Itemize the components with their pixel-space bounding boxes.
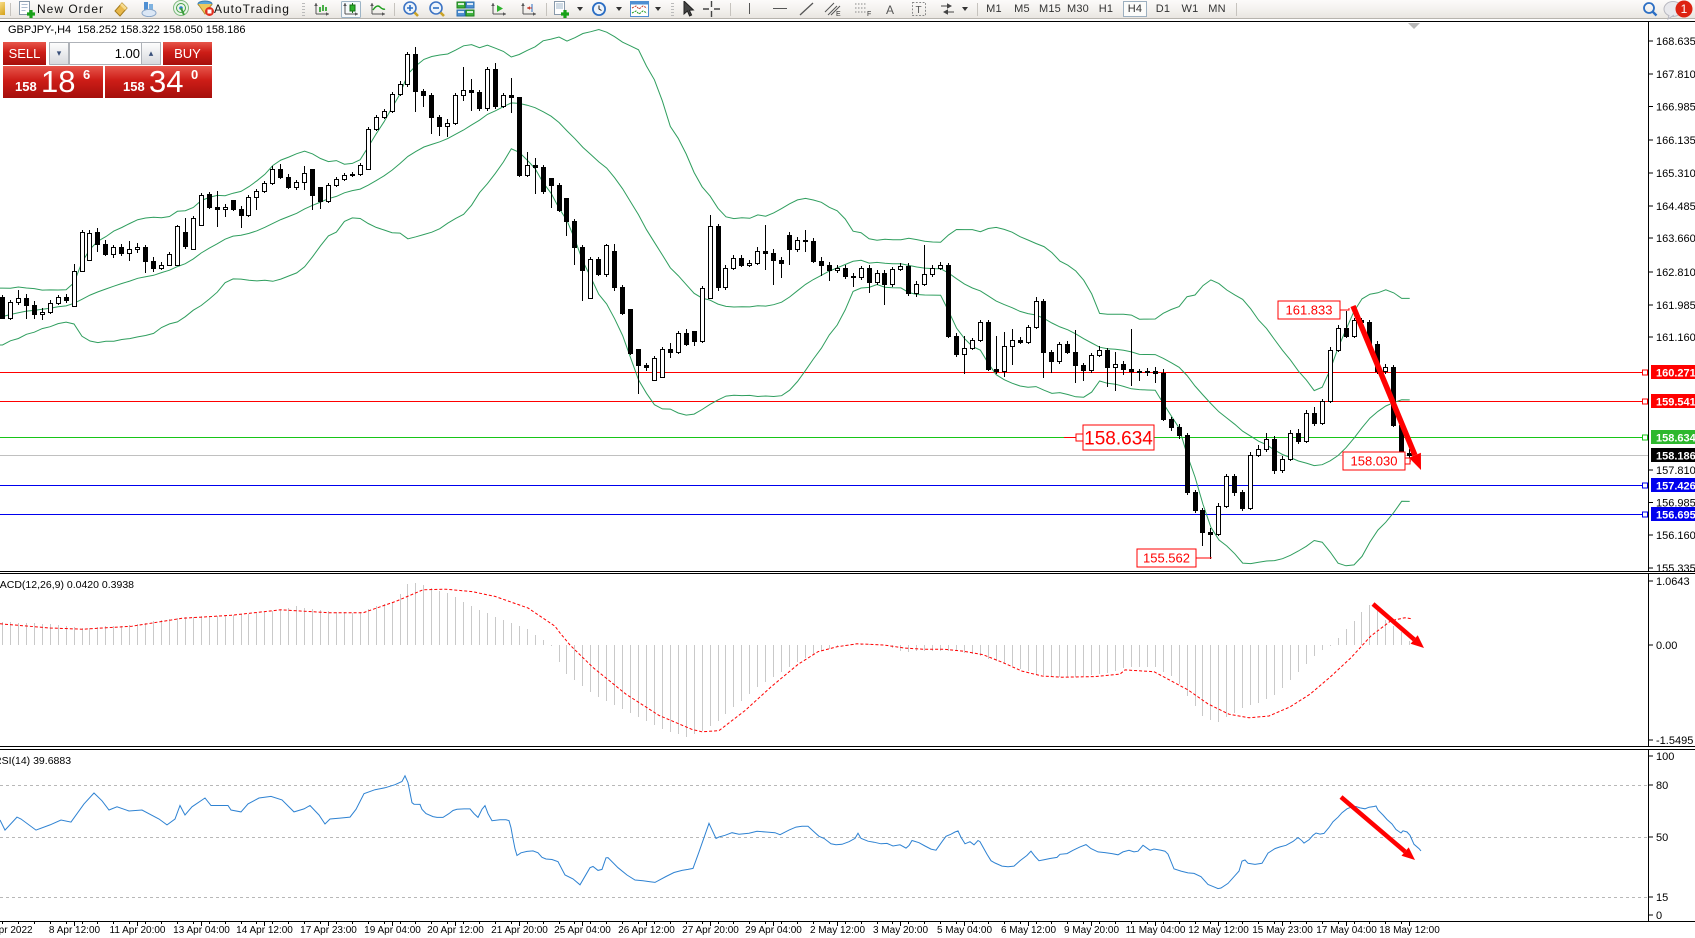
svg-text:160.271: 160.271: [1656, 368, 1695, 380]
svg-text:161.160: 161.160: [1656, 332, 1695, 344]
svg-text:2 May 12:00: 2 May 12:00: [810, 925, 865, 936]
svg-text:157.426: 157.426: [1656, 481, 1695, 493]
svg-text:166.985: 166.985: [1656, 102, 1695, 114]
svg-text:17 May 04:00: 17 May 04:00: [1316, 925, 1377, 936]
svg-text:15 May 23:00: 15 May 23:00: [1252, 925, 1313, 936]
svg-text:161.833: 161.833: [1286, 303, 1333, 318]
svg-text:20 Apr 12:00: 20 Apr 12:00: [427, 925, 484, 936]
svg-text:156.695: 156.695: [1656, 510, 1695, 522]
svg-text:17 Apr 23:00: 17 Apr 23:00: [300, 925, 357, 936]
svg-text:162.810: 162.810: [1656, 267, 1695, 279]
svg-text:1.0643: 1.0643: [1656, 576, 1690, 588]
svg-text:27 Apr 20:00: 27 Apr 20:00: [682, 925, 739, 936]
svg-text:156.985: 156.985: [1656, 498, 1695, 510]
svg-text:155.562: 155.562: [1143, 551, 1190, 566]
svg-text:T: T: [916, 5, 922, 16]
svg-text:163.660: 163.660: [1656, 233, 1695, 245]
svg-text:11 May 04:00: 11 May 04:00: [1126, 925, 1186, 936]
svg-text:165.310: 165.310: [1656, 168, 1695, 180]
svg-text:29 Apr 04:00: 29 Apr 04:00: [745, 925, 802, 936]
svg-text:19 Apr 04:00: 19 Apr 04:00: [364, 925, 421, 936]
svg-text:12 May 12:00: 12 May 12:00: [1188, 925, 1249, 936]
svg-text:157.810: 157.810: [1656, 465, 1695, 477]
svg-text:164.485: 164.485: [1656, 201, 1695, 213]
svg-text:158.186: 158.186: [1656, 451, 1695, 463]
svg-text:0.00: 0.00: [1656, 640, 1677, 652]
svg-text:F: F: [867, 11, 871, 17]
svg-text:Apr 2022: Apr 2022: [0, 925, 33, 936]
svg-text:156.160: 156.160: [1656, 530, 1695, 542]
svg-text:167.810: 167.810: [1656, 69, 1695, 81]
svg-text:14 Apr 12:00: 14 Apr 12:00: [236, 925, 293, 936]
svg-text:18 May 12:00: 18 May 12:00: [1379, 925, 1440, 936]
svg-text:25 Apr 04:00: 25 Apr 04:00: [554, 925, 611, 936]
svg-text:158.634: 158.634: [1656, 433, 1695, 445]
svg-text:166.135: 166.135: [1656, 135, 1695, 147]
svg-text:159.541: 159.541: [1656, 397, 1695, 409]
svg-text:5 May 04:00: 5 May 04:00: [937, 925, 992, 936]
svg-text:158.634: 158.634: [1084, 428, 1153, 449]
svg-text:80: 80: [1656, 780, 1668, 792]
svg-text:-1.5495: -1.5495: [1656, 735, 1693, 747]
svg-text:13 Apr 04:00: 13 Apr 04:00: [173, 925, 230, 936]
svg-text:0: 0: [1656, 910, 1662, 922]
svg-text:11 Apr 20:00: 11 Apr 20:00: [110, 925, 166, 936]
svg-text:26 Apr 12:00: 26 Apr 12:00: [618, 925, 675, 936]
svg-text:E: E: [836, 11, 841, 17]
svg-text:155.335: 155.335: [1656, 563, 1695, 575]
svg-text:161.985: 161.985: [1656, 300, 1695, 312]
svg-text:168.635: 168.635: [1656, 36, 1695, 48]
svg-text:21 Apr 20:00: 21 Apr 20:00: [491, 925, 548, 936]
svg-text:6 May 12:00: 6 May 12:00: [1001, 925, 1056, 936]
svg-text:15: 15: [1656, 892, 1668, 904]
svg-text:8 Apr 12:00: 8 Apr 12:00: [49, 925, 101, 936]
svg-text:9 May 20:00: 9 May 20:00: [1064, 925, 1119, 936]
svg-text:158.030: 158.030: [1351, 454, 1398, 469]
svg-text:50: 50: [1656, 832, 1668, 844]
svg-text:100: 100: [1656, 751, 1674, 763]
svg-text:3 May 20:00: 3 May 20:00: [873, 925, 928, 936]
svg-text:1: 1: [1681, 2, 1688, 16]
